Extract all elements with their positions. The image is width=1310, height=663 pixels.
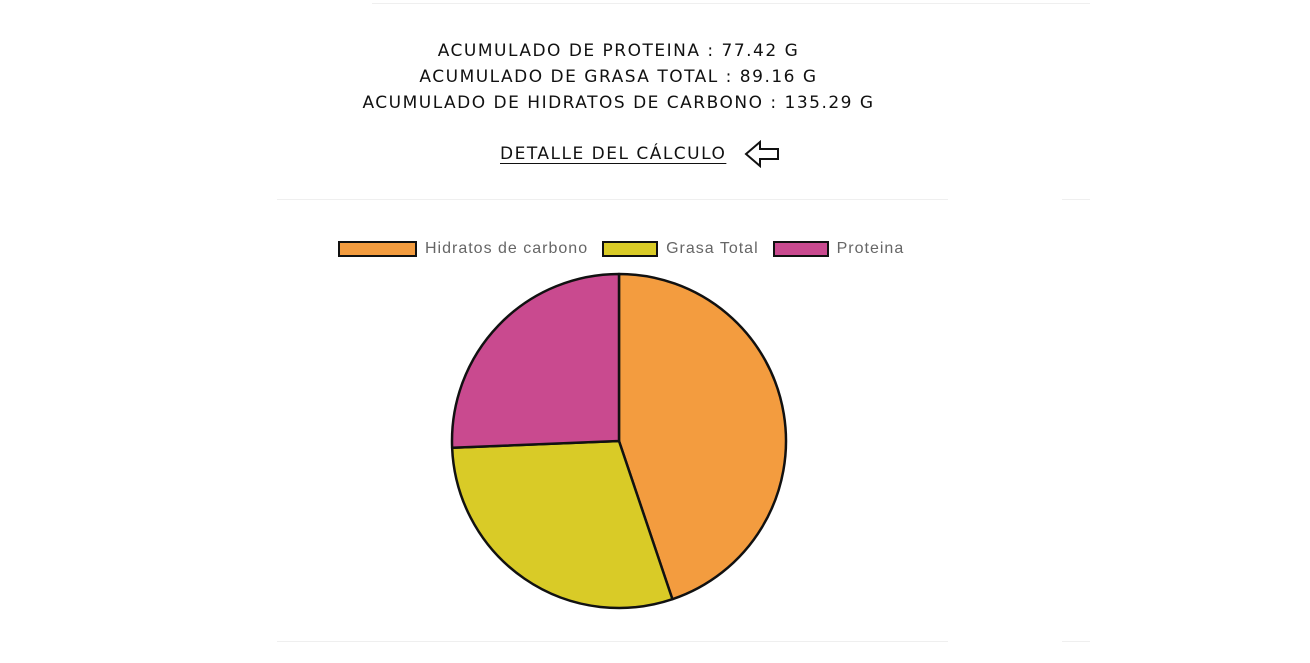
legend-label-fat: Grasa Total [666,240,759,257]
arrow-left-icon[interactable] [744,139,780,169]
legend-item-carbs[interactable]: Hidratos de carbono [338,240,588,258]
legend-swatch-carbs [338,241,417,257]
legend-item-protein[interactable]: Proteina [772,240,905,258]
legend-label-carbs: Hidratos de carbono [425,240,589,257]
middle-divider-right [1062,199,1090,200]
pie-slice-protein[interactable] [450,272,621,450]
middle-divider [277,199,948,200]
legend-swatch-protein [772,241,829,257]
fat-total: ACUMULADO DE GRASA TOTAL : 89.16 G [419,67,818,87]
chart-legend: Hidratos de carbono Grasa Total Proteina [338,240,918,258]
top-divider [372,3,1090,4]
detail-row: DETALLE DEL CÁLCULO [500,139,780,169]
carbs-total: ACUMULADO DE HIDRATOS DE CARBONO : 135.2… [362,93,875,113]
detail-calculation-link[interactable]: DETALLE DEL CÁLCULO [500,144,727,164]
legend-swatch-fat [602,241,659,257]
bottom-divider-right [1062,641,1090,642]
macro-summary: ACUMULADO DE PROTEINA : 77.42 G ACUMULAD… [0,38,1237,116]
legend-item-fat[interactable]: Grasa Total [602,240,759,258]
pie-slice-fat[interactable] [450,439,674,610]
legend-label-protein: Proteina [836,240,905,257]
pie-slice-carbs[interactable] [617,272,788,601]
bottom-divider [277,641,948,642]
protein-total: ACUMULADO DE PROTEINA : 77.42 G [437,41,800,61]
